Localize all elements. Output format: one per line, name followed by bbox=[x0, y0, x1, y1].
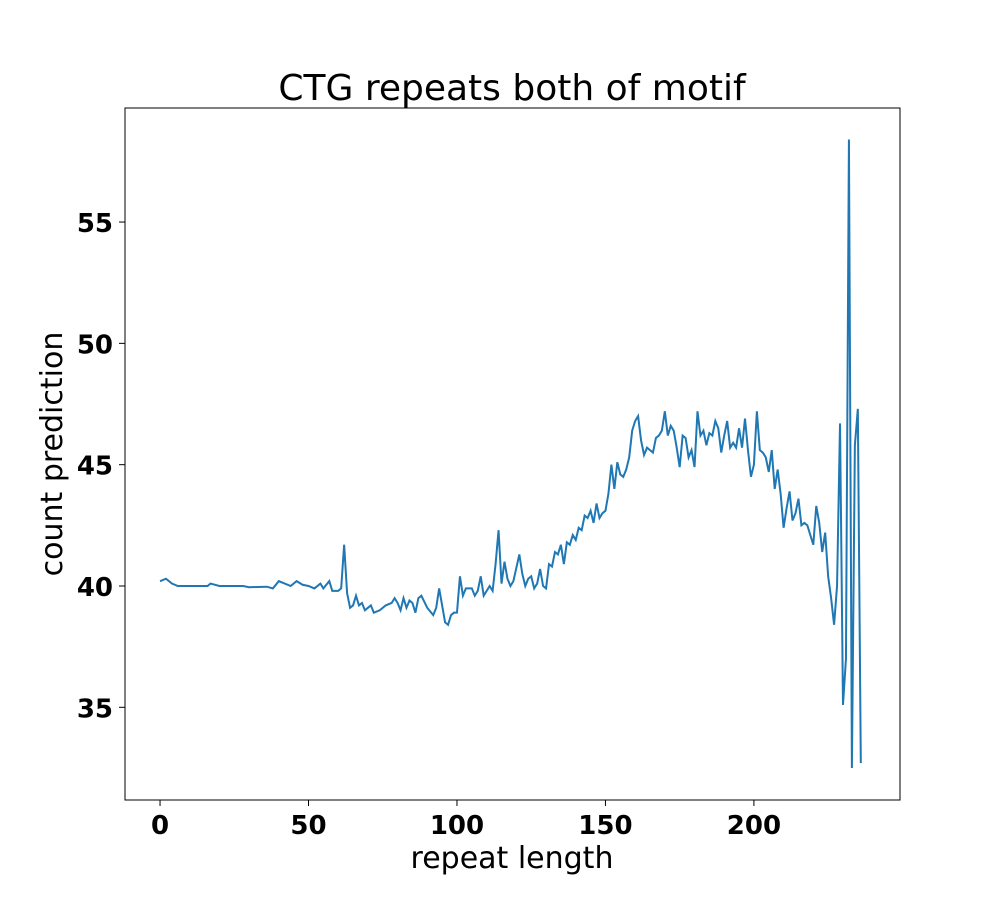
x-axis-label: repeat length bbox=[411, 841, 614, 876]
y-tick-label: 35 bbox=[77, 694, 113, 724]
x-tick-label: 150 bbox=[578, 811, 632, 841]
y-tick-label: 40 bbox=[77, 573, 113, 603]
y-tick-label: 55 bbox=[77, 209, 113, 239]
y-tick-label: 50 bbox=[77, 330, 113, 360]
x-tick-label: 50 bbox=[290, 811, 326, 841]
chart-title: CTG repeats both of motif bbox=[278, 68, 747, 109]
plot-frame bbox=[124, 107, 901, 801]
y-axis-label: count prediction bbox=[35, 332, 70, 577]
y-tick-label: 45 bbox=[77, 452, 113, 482]
x-tick-label: 200 bbox=[727, 811, 781, 841]
x-tick-label: 0 bbox=[151, 811, 169, 841]
data-line bbox=[159, 139, 862, 768]
x-tick-label: 100 bbox=[430, 811, 484, 841]
